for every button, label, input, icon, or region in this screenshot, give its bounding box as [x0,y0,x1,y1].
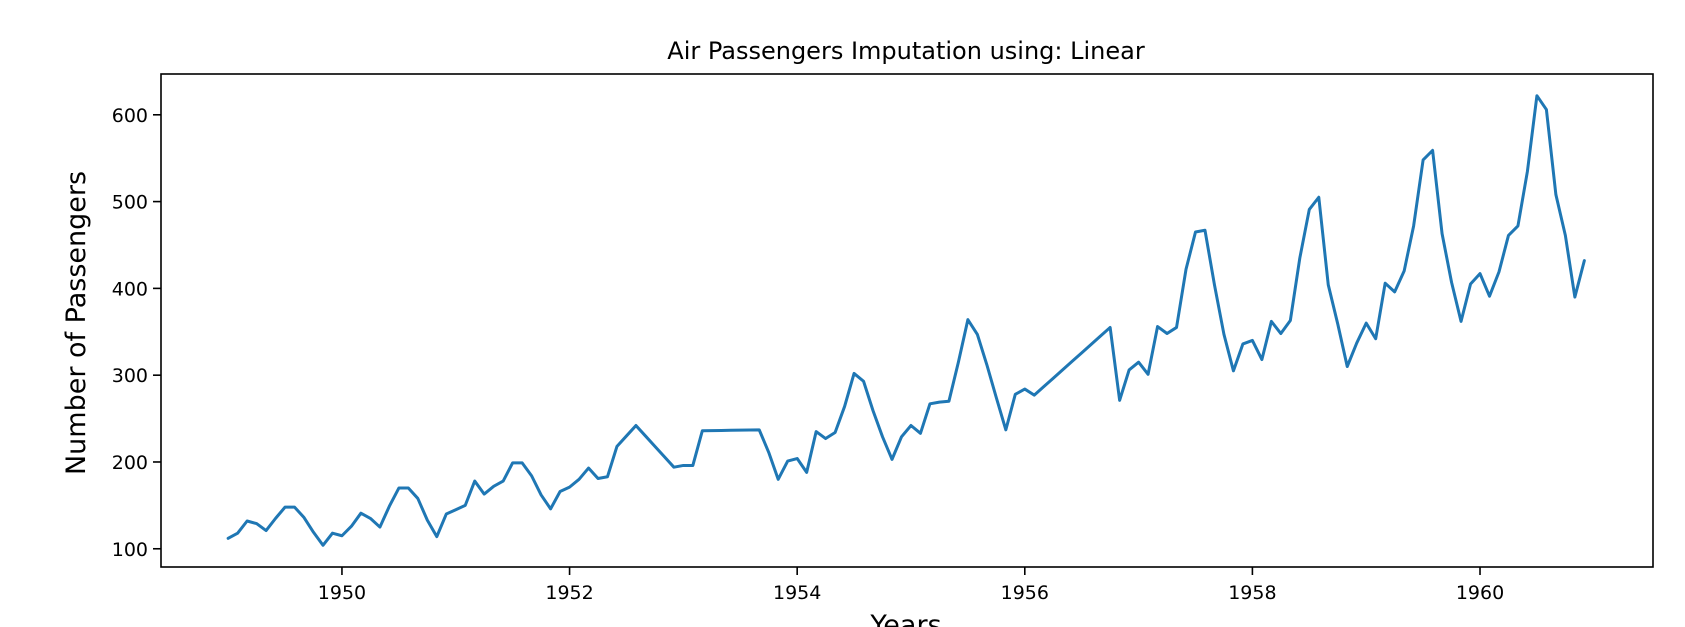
y-tick-label: 500 [112,192,148,214]
chart-title: Air Passengers Imputation using: Linear [667,37,1145,65]
x-tick-label: 1950 [318,582,366,604]
y-tick-label: 400 [112,278,148,300]
x-axis-title: Years [869,610,941,627]
x-tick-label: 1952 [545,582,593,604]
y-tick-label: 600 [112,105,148,127]
plot-frame [160,73,1654,568]
x-tick-label: 1954 [773,582,821,604]
y-axis-title: Number of Passengers [61,171,92,475]
y-tick-label: 300 [112,365,148,387]
x-tick-label: 1960 [1456,582,1504,604]
x-tick-label: 1958 [1228,582,1276,604]
plot-area [160,73,1654,568]
y-tick-label: 100 [112,539,148,561]
y-tick-label: 200 [112,452,148,474]
x-axis: 1950 1952 1954 1956 1958 1960 [318,567,1504,604]
y-axis: 100 200 300 400 500 600 [112,105,161,561]
series-line [226,94,1586,547]
x-tick-label: 1956 [1001,582,1049,604]
